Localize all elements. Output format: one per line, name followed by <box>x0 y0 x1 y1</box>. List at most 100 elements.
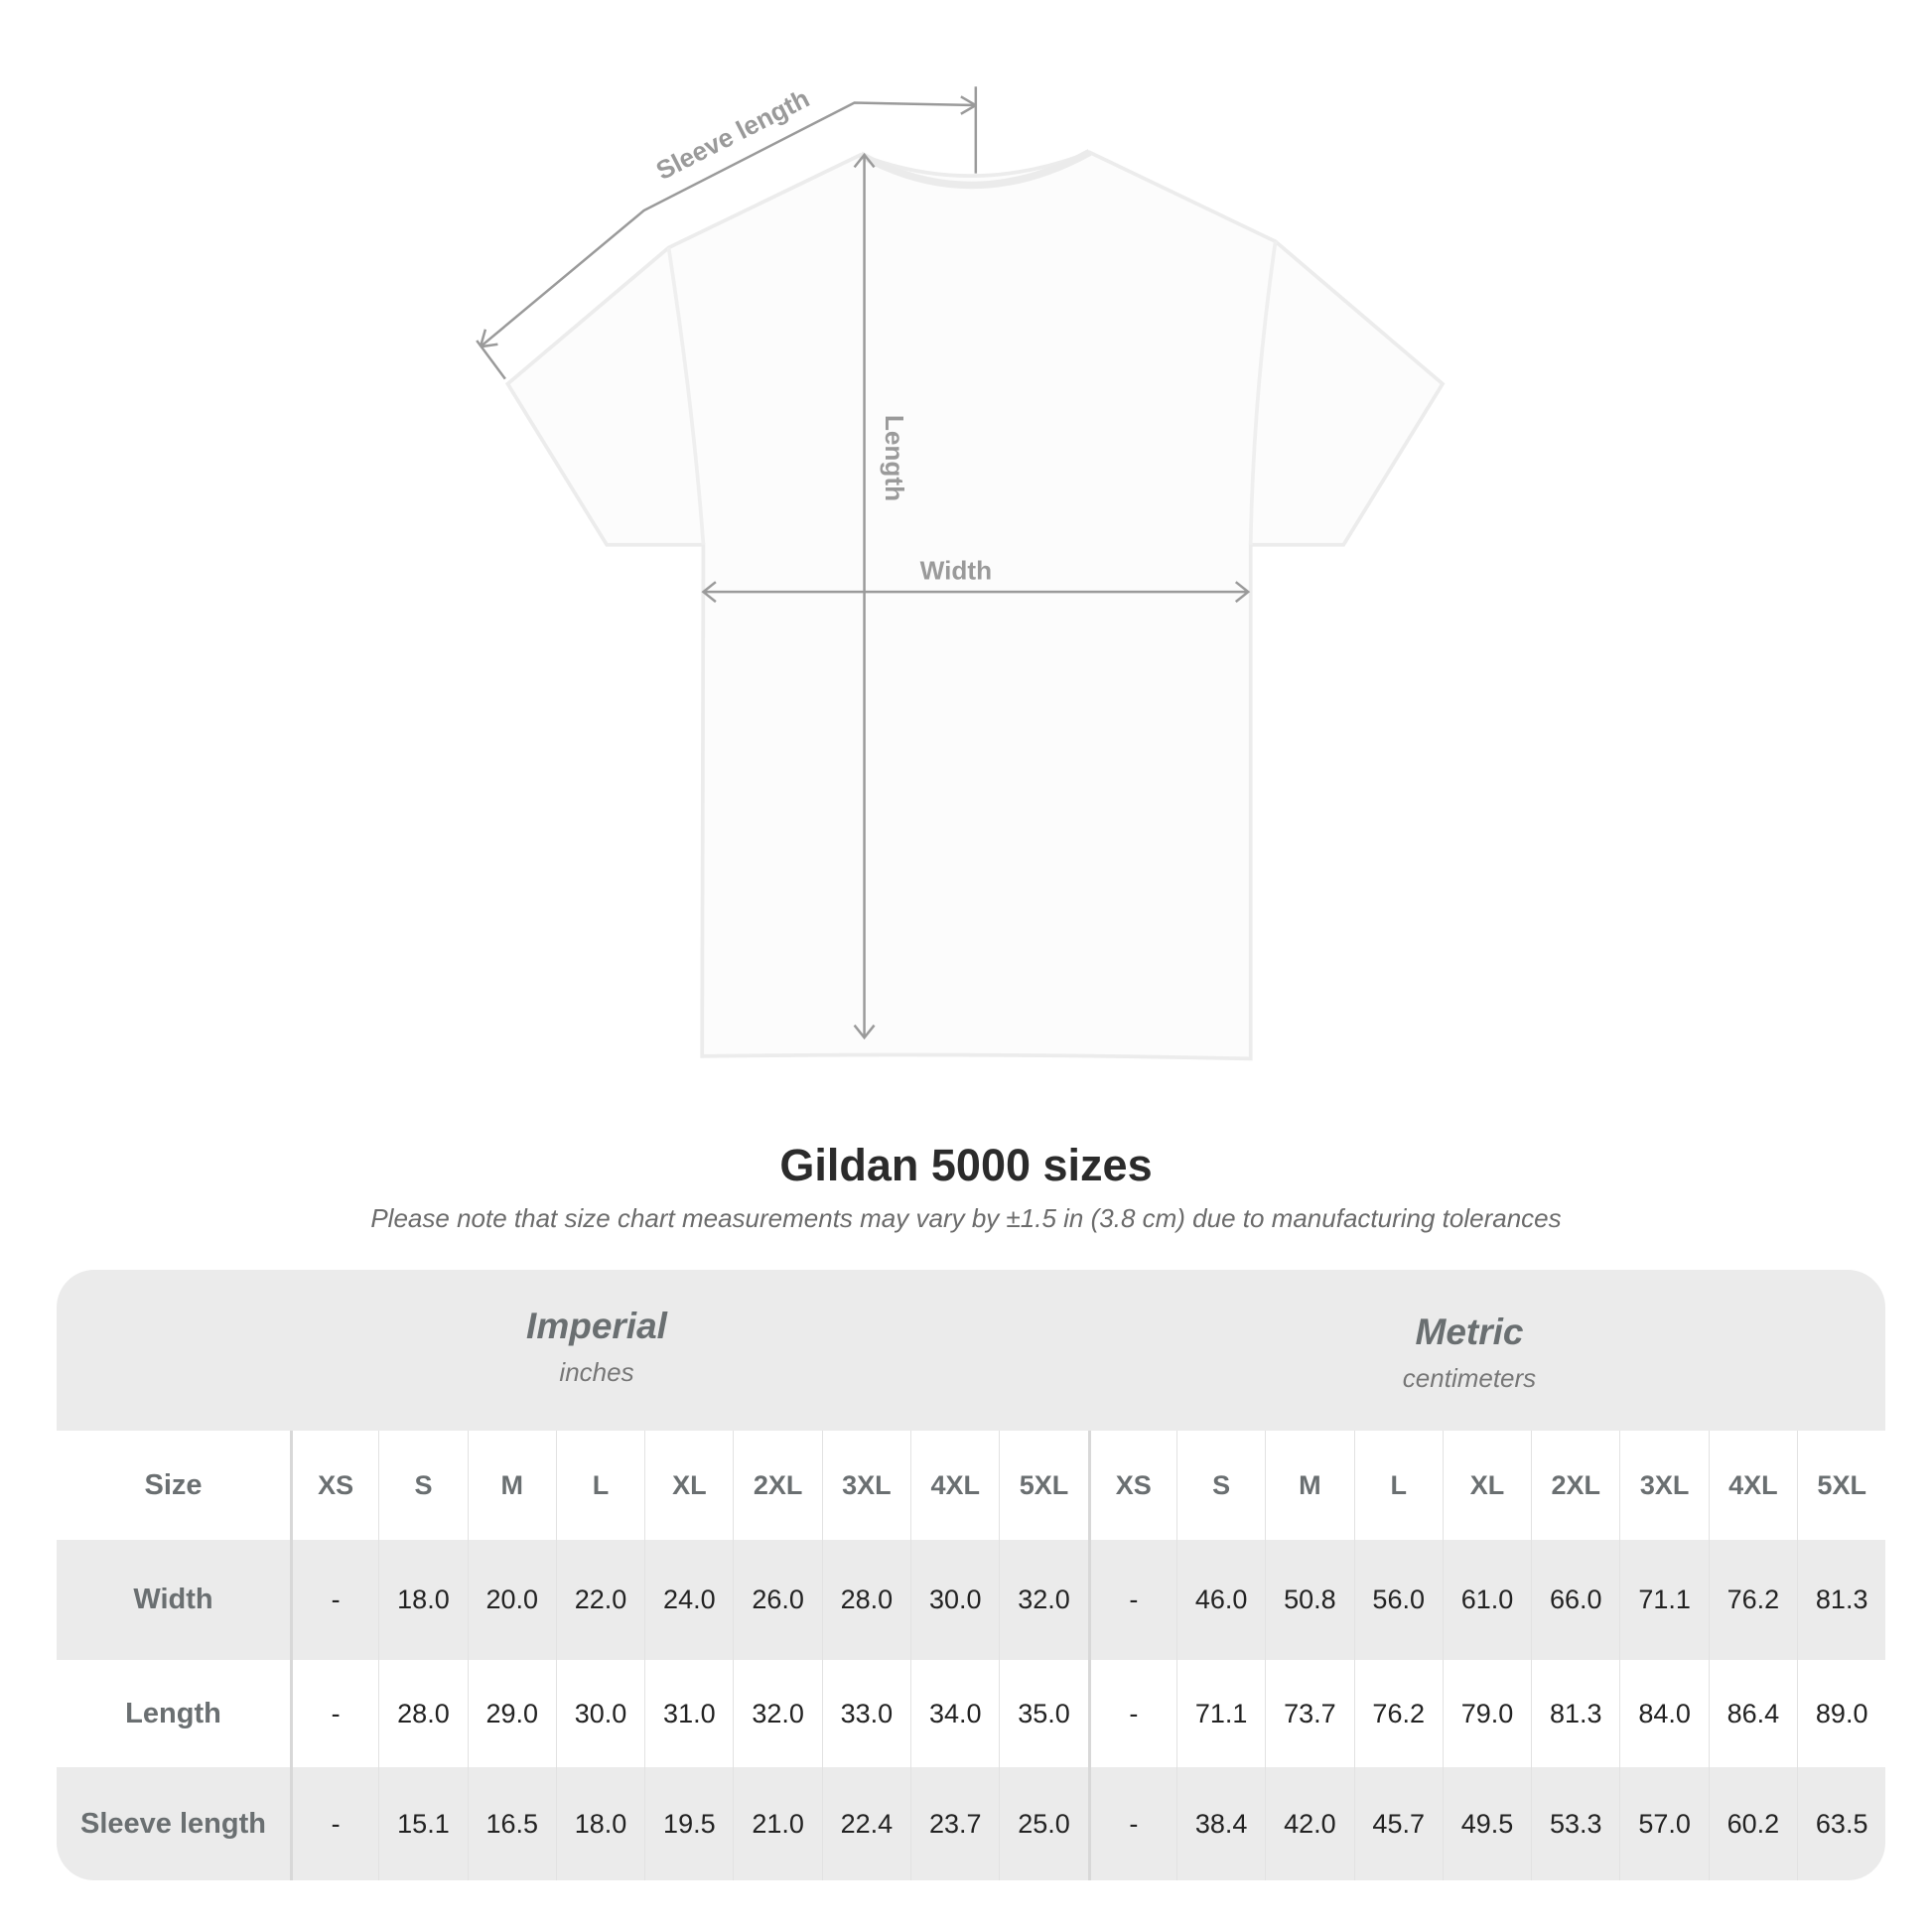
cell-imperial: 22.0 <box>555 1540 644 1660</box>
cell-metric: 53.3 <box>1531 1767 1619 1880</box>
cell-metric: 73.7 <box>1265 1660 1353 1767</box>
size-header-metric-4xl: 4XL <box>1708 1431 1797 1540</box>
cell-metric: 38.4 <box>1175 1767 1265 1880</box>
sleeve-length-line <box>480 101 976 348</box>
cell-imperial: 28.0 <box>378 1660 467 1767</box>
size-band <box>57 1431 1885 1540</box>
width-band <box>57 1540 1885 1660</box>
cell-imperial: 30.0 <box>555 1660 644 1767</box>
cell-imperial: 30.0 <box>910 1540 999 1660</box>
size-header-imperial-xl: XL <box>644 1431 733 1540</box>
table-row: Sleeve length -15.1 16.5 18.0 19.5 21.0 22.4 23… <box>57 1767 1885 1880</box>
size-header-imperial-5xl: 5XL <box>999 1431 1087 1540</box>
cell-imperial: 25.0 <box>999 1767 1087 1880</box>
row-label: Size <box>144 1468 203 1501</box>
cell-imperial: 16.5 <box>467 1767 556 1880</box>
cell-metric: 56.0 <box>1353 1540 1443 1660</box>
cell-metric: 71.1 <box>1619 1540 1708 1660</box>
size-header-metric-l: L <box>1353 1431 1443 1540</box>
cell-metric: 61.0 <box>1442 1540 1531 1660</box>
sleeve-seam-right <box>1248 240 1278 545</box>
size-header-metric-xs: XS <box>1087 1431 1176 1540</box>
size-header-metric-s: S <box>1175 1431 1265 1540</box>
cell-imperial: - <box>290 1767 378 1880</box>
cell-imperial: - <box>290 1660 378 1767</box>
imperial-unit: inches <box>559 1357 634 1387</box>
imperial-title: Imperial <box>526 1306 667 1346</box>
cell-metric: 76.2 <box>1353 1660 1443 1767</box>
metric-unit: centimeters <box>1402 1363 1537 1393</box>
imperial-header: Imperial inches <box>448 1306 746 1388</box>
cell-imperial: 28.0 <box>821 1540 910 1660</box>
tolerance-note: Please note that size chart measurements… <box>370 1203 1562 1233</box>
width-label: Width <box>920 556 992 586</box>
cell-metric: 49.5 <box>1442 1767 1531 1880</box>
cell-metric: 42.0 <box>1265 1767 1353 1880</box>
size-header-metric-2xl: 2XL <box>1531 1431 1619 1540</box>
length-line <box>853 152 876 1040</box>
cell-metric: 63.5 <box>1797 1767 1885 1880</box>
metric-header: Metric centimeters <box>1320 1311 1618 1394</box>
cell-imperial: 34.0 <box>910 1660 999 1767</box>
cell-metric: 84.0 <box>1619 1660 1708 1767</box>
cell-metric: 45.7 <box>1353 1767 1443 1880</box>
size-row: Size XS S M L XL 2XL 3XL 4XL 5XL XS S M L XL 2XL 3XL 4XL 5… <box>57 1431 1885 1540</box>
cell-imperial: 31.0 <box>644 1660 733 1767</box>
cell-imperial: 32.0 <box>999 1540 1087 1660</box>
cell-imperial: 20.0 <box>467 1540 556 1660</box>
collar <box>859 149 1092 190</box>
cell-imperial: 21.0 <box>733 1767 821 1880</box>
metric-title: Metric <box>1415 1311 1524 1352</box>
row-label: Length <box>125 1697 221 1729</box>
sleeve-length-label: Sleeve length <box>651 83 814 186</box>
cell-imperial: 18.0 <box>378 1540 467 1660</box>
sleeve-seam-left <box>666 247 706 545</box>
cell-metric: - <box>1087 1660 1176 1767</box>
cell-imperial: 18.0 <box>555 1767 644 1880</box>
size-header-imperial-s: S <box>378 1431 467 1540</box>
cell-imperial: 26.0 <box>733 1540 821 1660</box>
size-header-imperial-l: L <box>555 1431 644 1540</box>
cell-metric: 57.0 <box>1619 1767 1708 1880</box>
cell-metric: 46.0 <box>1175 1540 1265 1660</box>
cell-imperial: 32.0 <box>733 1660 821 1767</box>
cell-metric: 76.2 <box>1708 1540 1797 1660</box>
cell-metric: 60.2 <box>1708 1767 1797 1880</box>
size-header-metric-xl: XL <box>1442 1431 1531 1540</box>
size-header-imperial-4xl: 4XL <box>910 1431 999 1540</box>
size-header-imperial-m: M <box>467 1431 556 1540</box>
cell-metric: - <box>1087 1767 1176 1880</box>
cell-metric: 79.0 <box>1442 1660 1531 1767</box>
cell-imperial: 35.0 <box>999 1660 1087 1767</box>
size-table: Imperial inches Metric centimeters Size X… <box>57 1270 1885 1880</box>
cell-metric: 71.1 <box>1175 1660 1265 1767</box>
size-header-imperial-2xl: 2XL <box>733 1431 821 1540</box>
cell-imperial: 19.5 <box>644 1767 733 1880</box>
cell-metric: - <box>1087 1540 1176 1660</box>
width-line <box>701 581 1251 604</box>
cell-metric: 89.0 <box>1797 1660 1885 1767</box>
sleeve-arrow-icon <box>479 95 977 348</box>
cell-imperial: 22.4 <box>821 1767 910 1880</box>
size-header-metric-m: M <box>1265 1431 1353 1540</box>
size-header-metric-5xl: 5XL <box>1797 1431 1885 1540</box>
cell-imperial: 29.0 <box>467 1660 556 1767</box>
cell-imperial: 33.0 <box>821 1660 910 1767</box>
length-band <box>57 1660 1885 1767</box>
header-band <box>57 1270 1885 1431</box>
table-row: Length -28.0 29.0 30.0 31.0 32.0 33.0 34.0 35.0-… <box>57 1660 1885 1767</box>
size-header-imperial-3xl: 3XL <box>821 1431 910 1540</box>
size-header-metric-3xl: 3XL <box>1619 1431 1708 1540</box>
row-label: Width <box>133 1584 213 1615</box>
cell-metric: 81.3 <box>1797 1540 1885 1660</box>
cell-metric: 81.3 <box>1531 1660 1619 1767</box>
cell-metric: 66.0 <box>1531 1540 1619 1660</box>
table-row: Width -18.0 20.0 22.0 24.0 26.0 28.0 30.0 32.0-4… <box>57 1540 1885 1660</box>
row-label: Sleeve length <box>80 1807 266 1840</box>
cell-metric: 86.4 <box>1708 1660 1797 1767</box>
t-shirt-diagram: Sleeve length Length Width <box>476 83 1446 1061</box>
cell-imperial: 15.1 <box>378 1767 467 1880</box>
cell-imperial: 24.0 <box>644 1540 733 1660</box>
sleeve-band <box>57 1767 1885 1880</box>
t-shirt-shape <box>504 150 1446 1061</box>
